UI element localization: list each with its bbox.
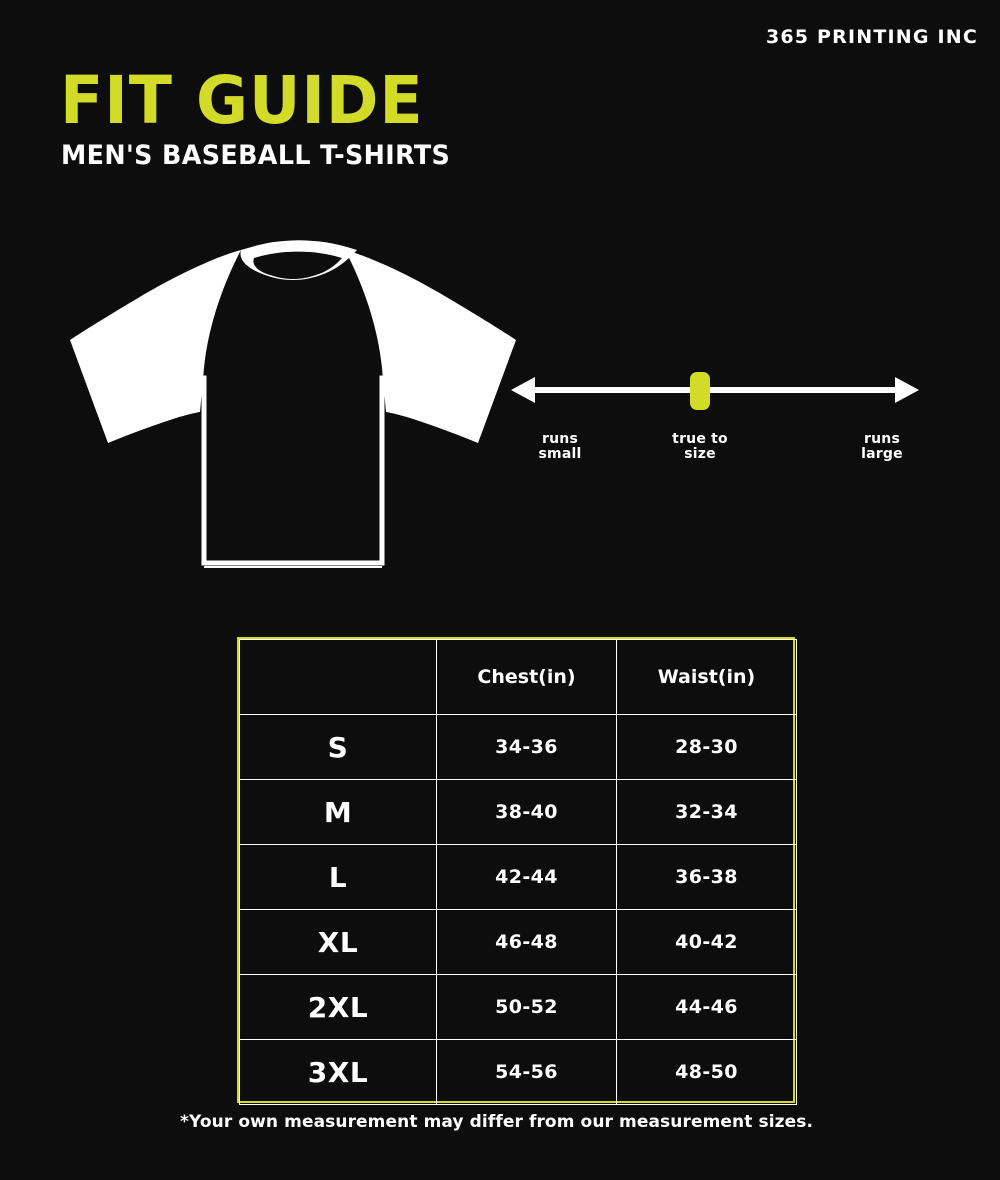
tshirt-icon: [70, 240, 516, 568]
table-header-chest: Chest(in): [436, 639, 617, 715]
cell-waist: 48-50: [616, 1039, 797, 1105]
fit-scale-arrow: [511, 372, 919, 410]
cell-waist: 44-46: [616, 974, 797, 1040]
cell-chest: 38-40: [436, 779, 617, 845]
cell-waist: 36-38: [616, 844, 797, 910]
fit-label-runs-small-line2: small: [538, 445, 582, 462]
fit-label-runs-large-line1: runs: [864, 431, 900, 447]
fit-label-runs-large-line2: large: [861, 445, 903, 462]
cell-waist: 40-42: [616, 909, 797, 975]
cell-size: S: [239, 714, 437, 780]
cell-size: M: [239, 779, 437, 845]
size-chart-table: Chest(in) Waist(in) S 34-36 28-30 M 38-4…: [237, 637, 797, 1105]
tshirt-illustration: [58, 228, 528, 588]
cell-size: 2XL: [239, 974, 437, 1040]
fit-label-runs-small: runs small: [505, 432, 615, 461]
cell-chest: 34-36: [436, 714, 617, 780]
table-row: M 38-40 32-34: [239, 779, 797, 845]
cell-chest: 50-52: [436, 974, 617, 1040]
table-row: 2XL 50-52 44-46: [239, 974, 797, 1040]
fit-marker: [690, 372, 710, 410]
table-header-size: [239, 639, 437, 715]
fit-scale: runs small true to size runs large: [505, 360, 925, 480]
cell-waist: 32-34: [616, 779, 797, 845]
fit-label-true-to-size-line2: size: [684, 445, 716, 462]
cell-waist: 28-30: [616, 714, 797, 780]
table-header-waist: Waist(in): [616, 639, 797, 715]
cell-size: 3XL: [239, 1039, 437, 1105]
table-header-row: Chest(in) Waist(in): [239, 639, 797, 715]
table-row: L 42-44 36-38: [239, 844, 797, 910]
fit-label-runs-small-line1: runs: [542, 431, 578, 447]
cell-size: XL: [239, 909, 437, 975]
table-row: 3XL 54-56 48-50: [239, 1039, 797, 1105]
table-row: XL 46-48 40-42: [239, 909, 797, 975]
page-subtitle: MEN'S BASEBALL T-SHIRTS: [61, 140, 451, 171]
table-row: S 34-36 28-30: [239, 714, 797, 780]
cell-size: L: [239, 844, 437, 910]
cell-chest: 46-48: [436, 909, 617, 975]
page-title: FIT GUIDE: [60, 62, 424, 139]
measurement-disclaimer: *Your own measurement may differ from ou…: [180, 1112, 814, 1132]
cell-chest: 54-56: [436, 1039, 617, 1105]
cell-chest: 42-44: [436, 844, 617, 910]
fit-label-runs-large: runs large: [832, 432, 932, 461]
fit-label-true-to-size-line1: true to: [672, 431, 728, 447]
brand-name: 365 PRINTING INC: [765, 26, 978, 48]
fit-label-true-to-size: true to size: [645, 432, 755, 461]
